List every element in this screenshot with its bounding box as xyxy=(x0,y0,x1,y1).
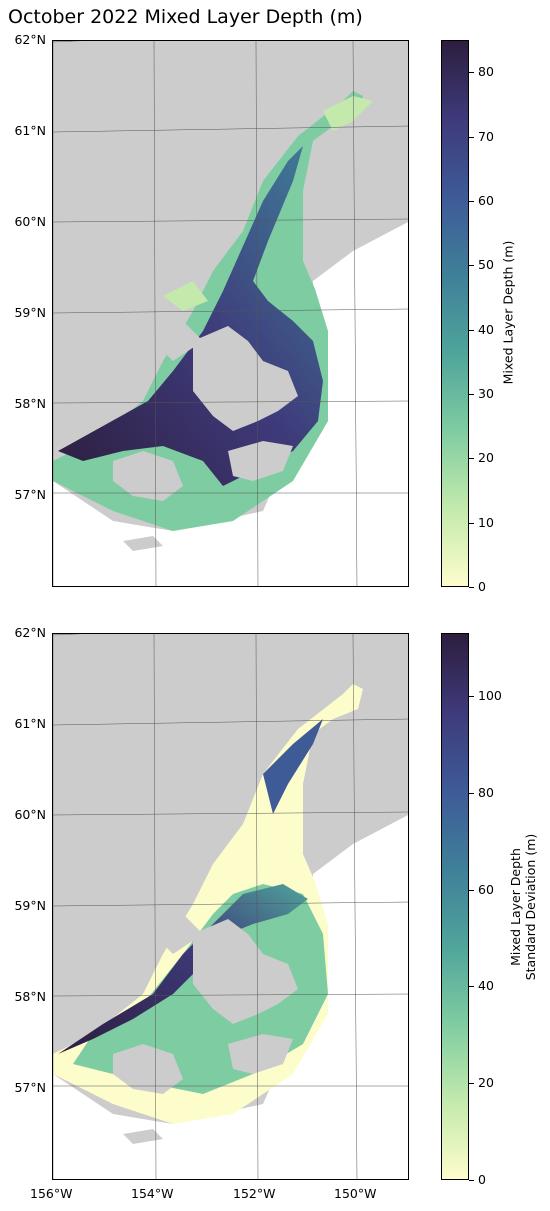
colorbar-tick-mark xyxy=(469,265,474,267)
colorbar-label-2: Mixed Layer Depth Standard Deviation (m) xyxy=(508,792,538,1022)
lat-tick-label: 61°N xyxy=(14,716,46,731)
map-drawing xyxy=(53,41,408,586)
colorbar-tick-mark xyxy=(469,72,474,74)
colorbar-label-2-line2: Standard Deviation (m) xyxy=(523,833,538,981)
figure-title: October 2022 Mixed Layer Depth (m) xyxy=(8,6,363,28)
colorbar-tick-label: 20 xyxy=(478,1075,494,1091)
colorbar-tick-label: 80 xyxy=(478,784,494,800)
kodiak-island xyxy=(193,919,298,1024)
colorbar-tick-label: 60 xyxy=(478,192,494,208)
afognak-land xyxy=(153,914,203,954)
colorbar-tick-mark xyxy=(469,136,474,138)
colorbar-tick-mark xyxy=(469,458,474,460)
afognak-land xyxy=(153,321,203,361)
lat-tick-label: 57°N xyxy=(14,487,46,502)
colorbar-tick-label: 10 xyxy=(478,514,494,530)
kodiak-island xyxy=(193,326,298,431)
colorbar-tick-mark xyxy=(469,695,474,697)
graticule xyxy=(53,634,408,1179)
map-panel-mixed-layer-depth xyxy=(52,40,409,587)
lat-tick-label: 59°N xyxy=(14,898,46,913)
colorbar-tick-label: 80 xyxy=(478,64,494,80)
small-island xyxy=(123,536,163,551)
colorbar-tick-label: 60 xyxy=(478,881,494,897)
colorbar-tick-label: 0 xyxy=(478,579,486,594)
lat-tick-label: 60°N xyxy=(14,807,46,822)
turnagain-arm-shallow xyxy=(323,96,373,131)
colorbar-tick-mark xyxy=(469,1083,474,1085)
small-island xyxy=(123,1129,163,1144)
colorbar-tick-label: 40 xyxy=(478,978,494,994)
island-land xyxy=(228,441,293,481)
colorbar-tick-mark xyxy=(469,200,474,202)
lat-tick-label: 58°N xyxy=(14,396,46,411)
lat-tick-label: 62°N xyxy=(14,32,46,47)
colorbar-tick-mark xyxy=(469,889,474,891)
lon-tick-label: 150°W xyxy=(334,1186,377,1201)
colorbar-tick-label: 40 xyxy=(478,321,494,337)
colorbar-tick-label: 0 xyxy=(478,1172,486,1187)
colorbar-tick-mark xyxy=(469,986,474,988)
alaska-peninsula-land xyxy=(113,451,183,501)
colorbar-std-dev xyxy=(441,633,469,1180)
colorbar-tick-mark xyxy=(469,329,474,331)
colorbar-tick-mark xyxy=(469,1180,474,1181)
lon-tick-label: 152°W xyxy=(233,1186,276,1201)
colorbar-label-2-line1: Mixed Layer Depth xyxy=(508,848,523,966)
colorbar-tick-label: 50 xyxy=(478,257,494,273)
lat-tick-label: 59°N xyxy=(14,305,46,320)
colorbar-tick-mark xyxy=(469,393,474,395)
lat-tick-label: 62°N xyxy=(14,625,46,640)
alaska-peninsula-land xyxy=(113,1044,183,1094)
island-land xyxy=(228,1034,293,1074)
lat-tick-label: 61°N xyxy=(14,123,46,138)
colorbar-mixed-layer-depth xyxy=(441,40,469,587)
colorbar-tick-mark xyxy=(469,792,474,794)
colorbar-tick-mark xyxy=(469,522,474,524)
colorbar-tick-label: 70 xyxy=(478,128,494,144)
channel-variability xyxy=(263,719,323,814)
colorbar-label-1: Mixed Layer Depth (m) xyxy=(500,240,516,385)
colorbar-tick-mark xyxy=(469,587,474,588)
lon-tick-label: 156°W xyxy=(30,1186,73,1201)
lat-tick-label: 60°N xyxy=(14,214,46,229)
high-variability xyxy=(58,884,308,1054)
colorbar-tick-label: 30 xyxy=(478,385,494,401)
shallow-area xyxy=(163,281,208,311)
lat-tick-label: 57°N xyxy=(14,1080,46,1095)
colorbar-tick-label: 20 xyxy=(478,450,494,466)
lat-tick-label: 58°N xyxy=(14,989,46,1004)
map-panel-std-dev xyxy=(52,633,409,1180)
map-drawing xyxy=(53,634,408,1179)
graticule xyxy=(53,41,408,586)
colorbar-tick-label: 100 xyxy=(478,687,502,703)
lon-tick-label: 154°W xyxy=(131,1186,174,1201)
